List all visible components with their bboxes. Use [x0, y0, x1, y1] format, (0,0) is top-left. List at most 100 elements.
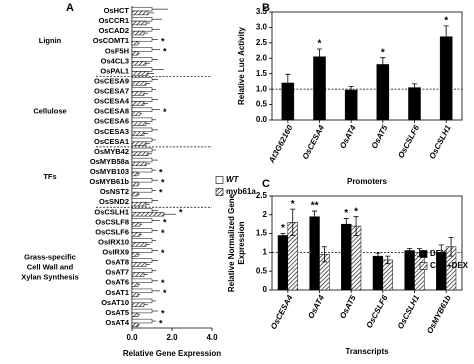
x-tick-label: OsAT5	[370, 123, 390, 150]
y-tick-label: 0	[263, 285, 268, 294]
x-tick-label: 0.0	[126, 333, 138, 342]
category-label: OsMYB103	[90, 167, 129, 176]
bar	[309, 216, 320, 291]
bar	[131, 131, 145, 136]
legend-label: myb61a	[226, 187, 256, 196]
y-tick-label: 0.0	[256, 115, 268, 124]
bar	[131, 308, 153, 314]
category-label: OsCSLF6	[95, 227, 129, 236]
legend-swatch	[215, 176, 224, 184]
bar	[131, 222, 141, 227]
bar	[376, 64, 390, 121]
error-bar	[407, 248, 413, 253]
category-label: OsAT5	[105, 308, 129, 317]
bar	[414, 252, 425, 291]
bar	[313, 56, 326, 121]
bar	[131, 107, 153, 112]
y-tick-label: 3.0	[256, 23, 268, 32]
x-tick-label: OsAT5	[338, 293, 358, 320]
category-label: OsCESA4	[94, 97, 130, 106]
category-label: OsSND2	[99, 197, 129, 206]
bar	[131, 218, 153, 223]
bar	[404, 250, 415, 291]
category-label: OsCESA8	[94, 107, 129, 116]
bar	[131, 121, 147, 126]
bar	[131, 6, 153, 12]
x-tick-label: OsCSLF6	[396, 123, 421, 160]
bar	[131, 258, 153, 263]
bar	[131, 292, 139, 297]
y-tick-label: 0.5	[256, 100, 268, 109]
category-label: OsCESA7	[94, 87, 129, 96]
legend-swatch	[419, 262, 428, 270]
x-axis-label: Transcripts	[345, 347, 389, 356]
category-label: OsIRX10	[98, 237, 129, 246]
bar	[382, 259, 393, 291]
bar	[131, 181, 139, 187]
error-bar	[317, 48, 322, 65]
y-tick-label: 1	[263, 248, 268, 257]
bar	[131, 262, 147, 267]
bar	[131, 151, 149, 156]
error-bar	[285, 73, 291, 93]
category-label: OsPAL1	[100, 66, 129, 75]
legend-label: WT	[226, 175, 240, 184]
category-label: OsCSLH1	[94, 207, 129, 216]
bar	[131, 282, 139, 287]
x-tick-label: 2.0	[166, 333, 178, 342]
y-tick-label: 1.5	[256, 229, 268, 238]
bar	[131, 188, 153, 193]
bar	[131, 17, 153, 22]
legend-swatch	[419, 250, 428, 258]
y-axis-label: Relative Normalized Gene	[227, 193, 236, 292]
bar	[131, 71, 149, 76]
bar	[131, 101, 145, 106]
plot-frame	[271, 195, 463, 291]
bar	[344, 89, 358, 121]
y-tick-label: 2.5	[256, 38, 268, 47]
error-bar	[375, 252, 381, 260]
group-label: TFs	[43, 172, 56, 181]
bar	[131, 161, 147, 167]
bar	[131, 137, 153, 143]
category-label: Os4CL3	[101, 56, 129, 65]
significance-mark: *	[163, 107, 167, 117]
x-tick-label: At3G62160	[267, 123, 295, 165]
bar	[439, 36, 453, 121]
group-label: Cellulose	[33, 107, 66, 116]
error-bar	[412, 83, 417, 92]
bar	[131, 61, 147, 66]
y-tick-label: 2.0	[256, 53, 268, 62]
error-bar	[448, 236, 454, 257]
x-tick-label: OsCSLH1	[428, 123, 454, 160]
bar	[131, 322, 139, 328]
significance-mark: *	[161, 308, 165, 318]
panel-letter: A	[66, 2, 74, 14]
bar	[131, 318, 153, 324]
bar	[131, 171, 139, 177]
bar	[277, 235, 289, 291]
significance-mark: *	[161, 278, 165, 288]
bar	[131, 167, 153, 173]
significance-mark: *	[281, 223, 285, 234]
error-bar	[353, 216, 359, 236]
y-tick-label: 3.5	[256, 7, 268, 16]
category-label: OsNST2	[100, 187, 129, 196]
bar	[131, 302, 145, 307]
bar	[131, 77, 153, 82]
group-label: Grass-specific	[24, 253, 76, 262]
category-label: OsMYB42	[94, 147, 129, 156]
x-tick-label: OsMYB61b	[425, 294, 453, 336]
x-tick-label: OsCESA4	[269, 293, 295, 331]
y-tick-label: 2.5	[256, 191, 268, 200]
bar	[131, 147, 153, 153]
bar	[408, 87, 421, 121]
x-tick-label: OsCESA4	[301, 123, 327, 161]
error-bar	[443, 25, 449, 48]
category-label: OsMYB61b	[89, 177, 129, 186]
bar	[131, 20, 147, 26]
bar	[131, 67, 153, 72]
significance-mark: *	[318, 39, 322, 50]
bar	[131, 37, 153, 42]
error-bar	[312, 210, 318, 223]
